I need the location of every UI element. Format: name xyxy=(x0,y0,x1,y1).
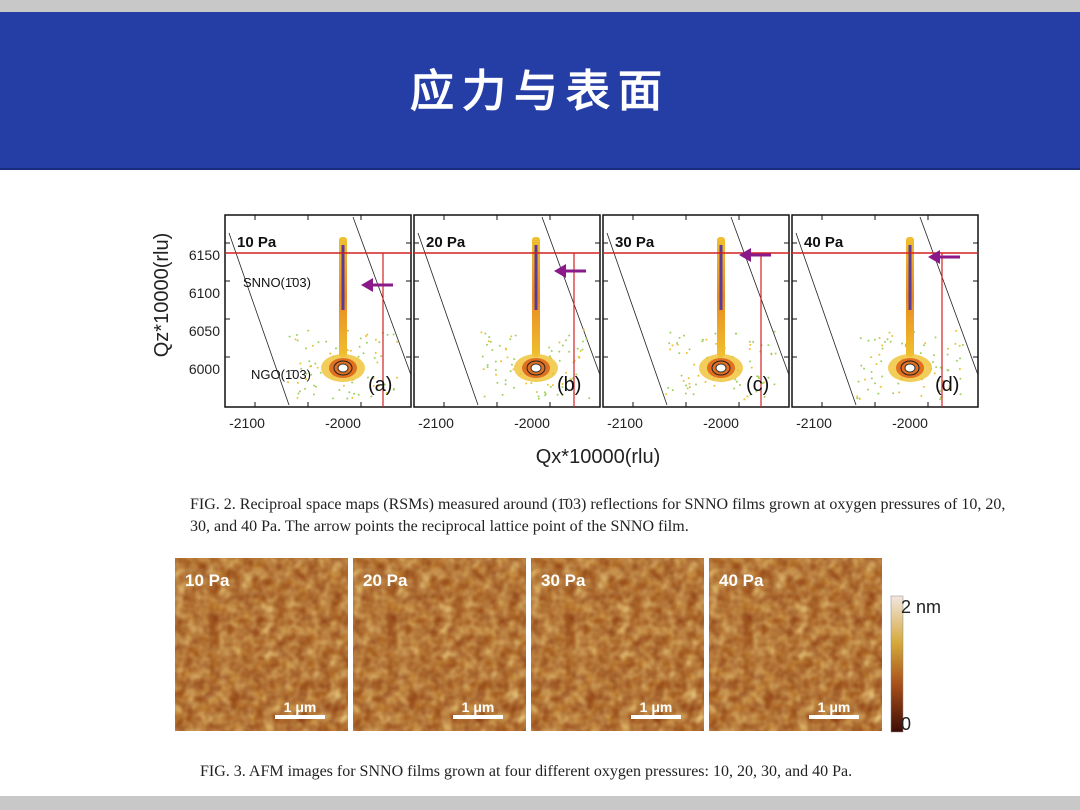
scale-bar-label: 1 μm xyxy=(284,699,317,715)
ytick-6000: 6000 xyxy=(189,361,220,377)
colorbar xyxy=(890,595,904,733)
film-peak-arrow xyxy=(554,264,586,278)
rsm-ylabel: Qz*10000(rlu) xyxy=(151,233,173,358)
rsm-panel-letter: (b) xyxy=(557,374,581,396)
afm-panel: 40 Pa 1 μm xyxy=(709,558,882,731)
ytick-6050: 6050 xyxy=(189,323,220,339)
film-peak-arrow xyxy=(361,278,393,292)
rsm-panel-pressure: 40 Pa xyxy=(804,234,844,251)
rsm-panel-letter: (c) xyxy=(746,374,769,396)
rsm-panel: 30 Pa (c) xyxy=(602,214,790,408)
afm-panel-pressure: 40 Pa xyxy=(719,571,764,590)
fig3-caption: FIG. 3. AFM images for SNNO films grown … xyxy=(200,763,853,780)
xtick-label: -2100 xyxy=(229,415,265,431)
scale-bar-label: 1 μm xyxy=(462,699,495,715)
xtick-label: -2100 xyxy=(796,415,832,431)
rsm-panel: 40 Pa (d) xyxy=(791,214,979,408)
colorbar-max: 2 nm xyxy=(901,597,941,617)
rsm-panel: 20 Pa (b) xyxy=(413,214,601,408)
scale-bar xyxy=(631,715,681,719)
afm-panel: 20 Pa 1 μm xyxy=(353,558,526,731)
colorbar-min: 0 xyxy=(901,714,911,734)
bottom-bar xyxy=(0,796,1080,810)
rsm-xlabel: Qx*10000(rlu) xyxy=(536,446,661,468)
film-peak-arrow xyxy=(739,248,771,262)
afm-panel-pressure: 30 Pa xyxy=(541,571,586,590)
rsm-panel-letter: (a) xyxy=(368,374,392,396)
title-banner: 应力与表面 xyxy=(0,12,1080,170)
scale-bar xyxy=(809,715,859,719)
scale-bar xyxy=(453,715,503,719)
afm-figure: 10 Pa 1 μm 20 Pa 1 μm 30 Pa 1 μm 40 Pa 1 μm 2 n… xyxy=(175,558,941,734)
rsm-panel-pressure: 30 Pa xyxy=(615,234,655,251)
xtick-label: -2000 xyxy=(514,415,550,431)
ytick-6150: 6150 xyxy=(189,247,220,263)
rsm-panel: 10 Pa (a) SNNO(1̄03) NGO(1̄03) xyxy=(224,214,412,408)
snno-peak-label: SNNO(1̄03) xyxy=(243,275,311,290)
rsm-yticks: 6150 6100 6050 6000 xyxy=(189,247,220,377)
rsm-panel-pressure: 20 Pa xyxy=(426,234,466,251)
slide-title: 应力与表面 xyxy=(410,66,670,117)
ytick-6100: 6100 xyxy=(189,285,220,301)
xtick-label: -2100 xyxy=(418,415,454,431)
rsm-panel-letter: (d) xyxy=(935,374,959,396)
scale-bar xyxy=(275,715,325,719)
afm-panel: 10 Pa 1 μm xyxy=(175,558,348,731)
scale-bar-label: 1 μm xyxy=(640,699,673,715)
rsm-panel-pressure: 10 Pa xyxy=(237,234,277,251)
xtick-label: -2000 xyxy=(892,415,928,431)
afm-panel-pressure: 20 Pa xyxy=(363,571,408,590)
rsm-figure: Qz*10000(rlu) 6150 6100 6050 6000 10 Pa (… xyxy=(151,214,979,468)
scale-bar-label: 1 μm xyxy=(818,699,851,715)
afm-panel-pressure: 10 Pa xyxy=(185,571,230,590)
xtick-label: -2100 xyxy=(607,415,643,431)
xtick-label: -2000 xyxy=(325,415,361,431)
ngo-peak-label: NGO(1̄03) xyxy=(251,367,311,382)
fig2-caption: FIG. 2. Reciproal space maps (RSMs) meas… xyxy=(190,496,1006,535)
afm-panel: 30 Pa 1 μm xyxy=(531,558,704,731)
top-bar xyxy=(0,0,1080,12)
xtick-label: -2000 xyxy=(703,415,739,431)
film-peak-arrow xyxy=(928,250,960,264)
